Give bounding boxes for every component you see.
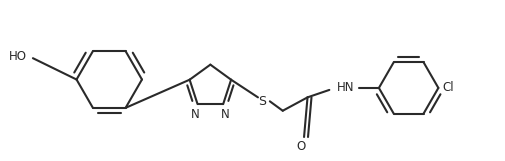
Text: Cl: Cl — [442, 81, 454, 95]
Text: S: S — [258, 95, 266, 108]
Text: HN: HN — [337, 81, 355, 95]
Text: HO: HO — [9, 50, 27, 63]
Text: N: N — [191, 108, 200, 121]
Text: N: N — [221, 108, 230, 121]
Text: O: O — [296, 141, 305, 153]
